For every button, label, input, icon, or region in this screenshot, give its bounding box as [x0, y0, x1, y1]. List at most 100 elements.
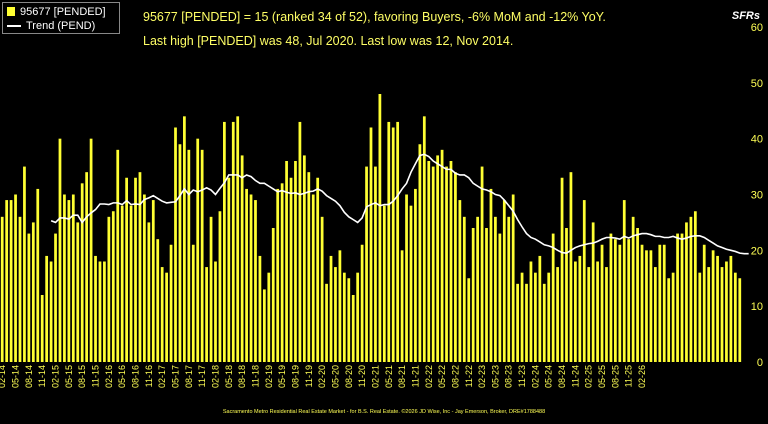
x-tick-label: 08-19: [290, 365, 300, 388]
bar: [702, 244, 706, 362]
bar: [183, 116, 186, 362]
x-tick-label: 02-22: [424, 365, 434, 388]
bar: [613, 239, 617, 362]
bar: [507, 216, 511, 362]
bar: [311, 194, 315, 362]
bar: [382, 205, 386, 362]
x-tick-label: 02-23: [477, 365, 487, 388]
bar: [445, 166, 448, 362]
x-tick-label: 08-24: [557, 365, 567, 388]
x-tick-label: 08-15: [77, 365, 87, 388]
bar: [307, 172, 311, 362]
bar: [436, 155, 440, 362]
legend: 95677 [PENDED] Trend (PEND): [2, 2, 120, 34]
bar: [369, 127, 373, 362]
bar: [98, 261, 102, 362]
headline-summary: 95677 [PENDED] = 15 (ranked 34 of 52), f…: [143, 10, 606, 24]
x-tick-label: 08-20: [344, 365, 354, 388]
x-tick-label: 08-16: [131, 365, 141, 388]
bar: [271, 228, 275, 362]
bar: [156, 239, 160, 362]
bar: [280, 183, 284, 362]
x-tick-label: 11-15: [91, 365, 101, 387]
bar: [58, 138, 62, 362]
bar: [551, 233, 555, 362]
x-tick-label: 02-19: [264, 365, 274, 388]
bar: [23, 166, 26, 362]
bar: [378, 94, 382, 362]
bar: [578, 255, 582, 362]
bar: [249, 194, 253, 362]
bar: [609, 233, 613, 362]
bar: [120, 205, 124, 362]
bar: [0, 216, 4, 362]
bar: [569, 172, 573, 362]
x-tick-label: 11-17: [197, 365, 207, 387]
bar: [9, 200, 13, 362]
bar: [76, 222, 80, 362]
x-tick-label: 05-16: [117, 365, 127, 388]
bar: [671, 272, 675, 362]
x-tick-label: 08-21: [397, 365, 407, 388]
x-tick-label: 02-14: [0, 365, 7, 388]
legend-bar-label: 95677 [PENDED]: [20, 5, 106, 18]
unit-label: SFRs: [731, 10, 760, 22]
bar: [409, 205, 413, 362]
x-tick-label: 02-15: [51, 365, 61, 388]
legend-line-label: Trend (PEND): [26, 19, 96, 32]
bar: [116, 149, 120, 362]
bar: [418, 144, 422, 362]
x-tick-label: 05-17: [171, 365, 181, 388]
bar: [534, 272, 537, 362]
bar: [89, 138, 93, 362]
x-tick-label: 11-18: [250, 365, 260, 387]
bar: [680, 233, 684, 362]
bar: [676, 233, 679, 362]
bar: [302, 155, 306, 362]
legend-line-swatch: [7, 24, 21, 27]
bar: [396, 121, 400, 362]
bar: [94, 255, 97, 362]
bar: [449, 161, 453, 362]
bar: [227, 177, 231, 362]
x-tick-label: 05-24: [544, 365, 554, 388]
x-tick-label: 05-20: [330, 365, 340, 388]
bar: [387, 121, 391, 362]
bar: [645, 250, 648, 362]
bar: [298, 121, 302, 362]
bar: [178, 144, 182, 362]
bar: [511, 194, 515, 362]
bar: [462, 216, 466, 362]
bar: [707, 267, 711, 362]
bar: [729, 255, 733, 362]
bar: [636, 228, 639, 362]
x-tick-label: 11-24: [570, 365, 580, 387]
bar: [267, 272, 271, 362]
bar: [36, 188, 40, 362]
bar: [587, 267, 591, 362]
y-tick-label: 10: [751, 301, 763, 313]
bar: [138, 172, 142, 362]
bar: [356, 272, 360, 362]
bar: [169, 244, 173, 362]
bar: [454, 172, 457, 362]
bar: [111, 211, 115, 362]
bar: [556, 267, 559, 362]
bar: [351, 295, 355, 362]
bar: [596, 261, 599, 362]
bar: [716, 255, 719, 362]
bar: [236, 116, 240, 362]
legend-item-trend: Trend (PEND): [7, 19, 95, 32]
bar: [565, 228, 568, 362]
bar: [502, 200, 506, 362]
bar: [276, 188, 280, 362]
bar: [467, 278, 471, 362]
bar: [480, 166, 484, 362]
legend-bar-swatch: [7, 7, 15, 16]
bar: [649, 250, 653, 362]
bar: [245, 188, 248, 362]
x-tick-label: 02-25: [584, 365, 594, 388]
bar: [738, 278, 742, 362]
bar: [631, 216, 635, 362]
